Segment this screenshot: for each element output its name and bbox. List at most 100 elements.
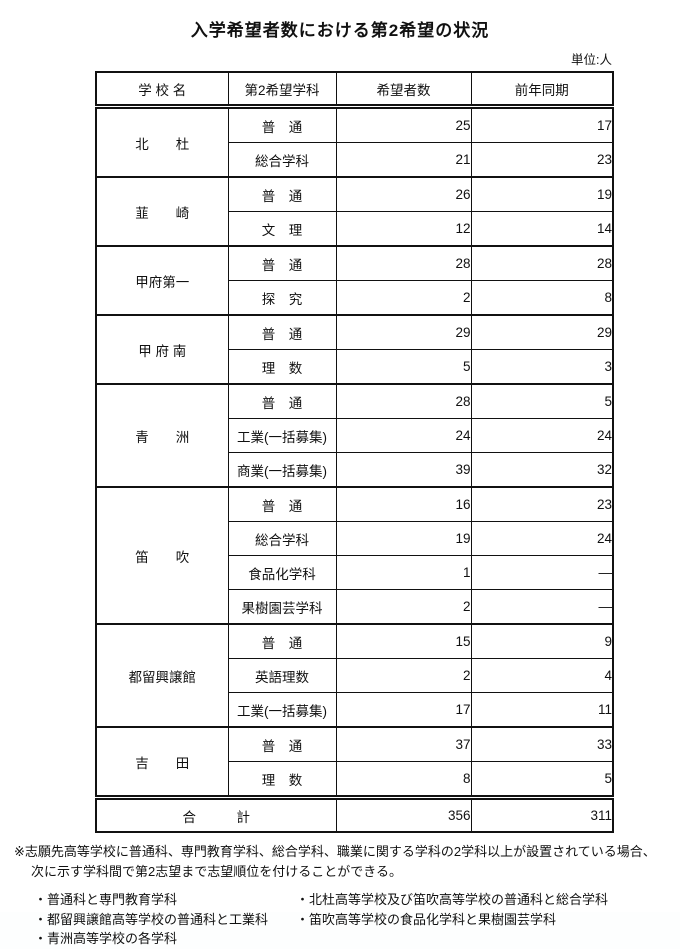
school-name-cell: 青 洲 <box>95 383 229 488</box>
total-row: 合 計 356 311 <box>95 795 614 833</box>
dept-cell: 英語理数 <box>227 658 337 693</box>
footnote-bullets-right: ・北杜高等学校及び笛吹高等学校の普通科と総合学科 ・笛吹高等学校の食品化学科と果… <box>296 890 680 949</box>
prev-year-cell: 11 <box>470 692 614 728</box>
table-row: 総合学科 21 23 <box>96 142 614 178</box>
prev-year-cell: 24 <box>470 521 614 556</box>
total-requested-cell: 356 <box>335 795 472 833</box>
total-prev-year-cell: 311 <box>470 795 614 833</box>
dept-cell: 普 通 <box>227 726 337 762</box>
dept-cell: 普 通 <box>227 383 337 419</box>
requested-cell: 8 <box>335 761 472 798</box>
table-row: 北 杜 普 通 25 17 <box>95 105 614 178</box>
dept-cell: 文 理 <box>227 211 337 247</box>
prev-year-cell: 23 <box>470 142 614 178</box>
school-name-cell: 北 杜 <box>95 105 229 178</box>
dept-cell: 探 究 <box>227 280 337 316</box>
table-row: 甲府第一 普 通 28 28 <box>95 245 614 316</box>
school-name-cell: 甲府第一 <box>95 245 229 316</box>
header-dept: 第2希望学科 <box>227 71 337 109</box>
prev-year-cell: 29 <box>470 314 614 350</box>
unit-label: 単位:人 <box>571 53 612 67</box>
second-choice-table: 学 校 名 第2希望学科 希望者数 前年同期 北 杜 普 通 25 17 総合学… <box>95 71 614 833</box>
requested-cell: 24 <box>335 418 472 453</box>
dept-cell: 普 通 <box>227 486 337 522</box>
prev-year-cell: 32 <box>470 452 614 488</box>
prev-year-cell: 33 <box>470 726 614 762</box>
table-header-row: 学 校 名 第2希望学科 希望者数 前年同期 <box>95 71 614 109</box>
table-row: 食品化学科 1 ― <box>96 555 614 590</box>
dept-cell: 普 通 <box>227 105 337 143</box>
bullet-item: ・都留興譲館高等学校の普通科と工業科 <box>34 911 269 927</box>
table-row: 商業(一括募集) 39 32 <box>96 452 614 488</box>
dept-cell: 普 通 <box>227 245 337 281</box>
requested-cell: 1 <box>335 555 472 590</box>
table-row: 英語理数 2 4 <box>96 658 614 693</box>
requested-cell: 37 <box>335 726 472 762</box>
total-label-cell: 合 計 <box>95 795 337 833</box>
prev-year-cell: ― <box>470 589 614 625</box>
header-prev-year: 前年同期 <box>470 71 614 109</box>
prev-year-cell: 4 <box>470 658 614 693</box>
table-row: 文 理 12 14 <box>96 211 614 247</box>
prev-year-cell: 3 <box>470 349 614 385</box>
table-row: 甲 府 南 普 通 29 29 <box>95 314 614 385</box>
bullet-item: ・青洲高等学校の各学科 <box>34 931 178 947</box>
table-row: 理 数 8 5 <box>96 761 614 798</box>
dept-cell: 普 通 <box>227 623 337 659</box>
prev-year-cell: 28 <box>470 245 614 281</box>
requested-cell: 12 <box>335 211 472 247</box>
dept-cell: 普 通 <box>227 176 337 212</box>
page-title: 入学希望者数における第2希望の状況 <box>190 21 490 40</box>
prev-year-cell: ― <box>470 555 614 590</box>
table-row: 理 数 5 3 <box>96 349 614 385</box>
footnote-bullets: ・普通科と専門教育学科 ・都留興譲館高等学校の普通科と工業科 ・青洲高等学校の各… <box>34 890 680 949</box>
footnote-bullets-left: ・普通科と専門教育学科 ・都留興譲館高等学校の普通科と工業科 ・青洲高等学校の各… <box>34 890 296 949</box>
table-row: 韮 崎 普 通 26 19 <box>95 176 614 247</box>
table-row: 工業(一括募集) 24 24 <box>96 418 614 453</box>
school-name-cell: 韮 崎 <box>95 176 229 247</box>
school-name-cell: 甲 府 南 <box>95 314 229 385</box>
prev-year-cell: 5 <box>470 761 614 798</box>
dept-cell: 普 通 <box>227 314 337 350</box>
footnote: ※志願先高等学校に普通科、専門教育学科、総合学科、職業に関する学科の2学科以上が… <box>14 842 680 882</box>
table-row: 探 究 2 8 <box>96 280 614 316</box>
requested-cell: 28 <box>335 245 472 281</box>
dept-cell: 総合学科 <box>227 142 337 178</box>
bullet-item: ・北杜高等学校及び笛吹高等学校の普通科と総合学科 <box>296 892 609 908</box>
dept-cell: 果樹園芸学科 <box>227 589 337 625</box>
bullet-item: ・普通科と専門教育学科 <box>34 892 178 908</box>
requested-cell: 19 <box>335 521 472 556</box>
footnote-line2: 次に示す学科間で第2志望まで志望順位を付けることができる。 <box>31 864 402 880</box>
table-row: 都留興譲館 普 通 15 9 <box>95 623 614 728</box>
table-row: 笛 吹 普 通 16 23 <box>95 486 614 625</box>
dept-cell: 工業(一括募集) <box>227 692 337 728</box>
requested-cell: 16 <box>335 486 472 522</box>
dept-cell: 商業(一括募集) <box>227 452 337 488</box>
dept-cell: 工業(一括募集) <box>227 418 337 453</box>
document-page: 入学希望者数における第2希望の状況 単位:人 学 校 名 第2希望学科 希望者数… <box>14 21 680 947</box>
school-name-cell: 都留興譲館 <box>95 623 229 728</box>
school-name-cell: 吉 田 <box>95 726 229 798</box>
prev-year-cell: 9 <box>470 623 614 659</box>
school-name-cell: 笛 吹 <box>95 486 229 625</box>
prev-year-cell: 17 <box>470 105 614 143</box>
table-row: 総合学科 19 24 <box>96 521 614 556</box>
requested-cell: 39 <box>335 452 472 488</box>
bullet-item: ・笛吹高等学校の食品化学科と果樹園芸学科 <box>296 911 557 927</box>
prev-year-cell: 5 <box>470 383 614 419</box>
requested-cell: 2 <box>335 589 472 625</box>
requested-cell: 2 <box>335 658 472 693</box>
requested-cell: 28 <box>335 383 472 419</box>
requested-cell: 29 <box>335 314 472 350</box>
prev-year-cell: 23 <box>470 486 614 522</box>
dept-cell: 理 数 <box>227 761 337 798</box>
requested-cell: 21 <box>335 142 472 178</box>
requested-cell: 15 <box>335 623 472 659</box>
dept-cell: 食品化学科 <box>227 555 337 590</box>
prev-year-cell: 14 <box>470 211 614 247</box>
prev-year-cell: 19 <box>470 176 614 212</box>
requested-cell: 5 <box>335 349 472 385</box>
footnote-line1: ※志願先高等学校に普通科、専門教育学科、総合学科、職業に関する学科の2学科以上が… <box>14 844 656 859</box>
prev-year-cell: 24 <box>470 418 614 453</box>
table-row: 果樹園芸学科 2 ― <box>96 589 614 625</box>
